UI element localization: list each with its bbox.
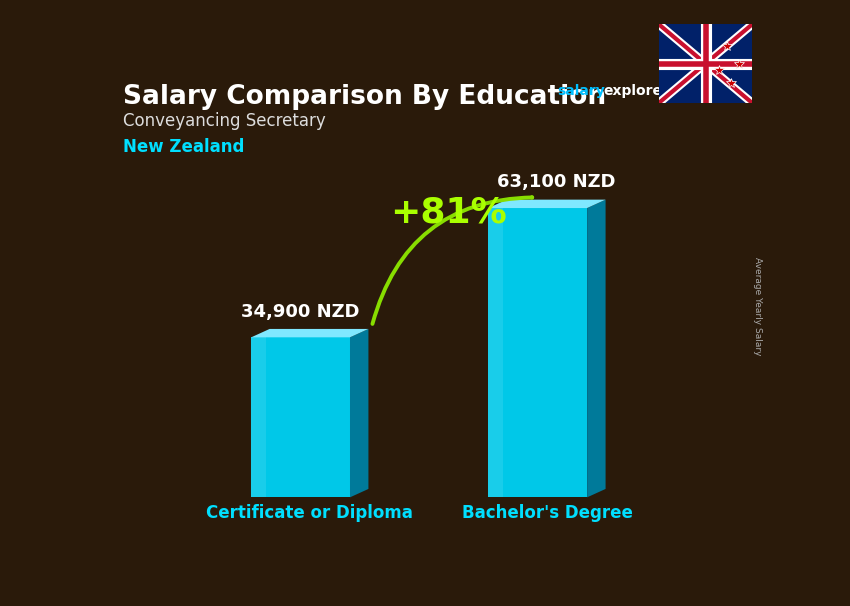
Polygon shape [252,338,350,498]
Polygon shape [659,24,752,103]
Text: Certificate or Diploma: Certificate or Diploma [207,504,413,522]
Polygon shape [350,329,368,498]
Polygon shape [252,329,368,338]
Polygon shape [587,199,605,498]
Text: +81%: +81% [390,196,507,230]
FancyArrowPatch shape [372,197,532,324]
Polygon shape [488,208,503,498]
Text: salary: salary [558,84,605,98]
Text: Conveyancing Secretary: Conveyancing Secretary [122,112,326,130]
Text: explorer: explorer [604,84,670,98]
Polygon shape [488,199,605,208]
Text: Bachelor's Degree: Bachelor's Degree [462,504,632,522]
Text: New Zealand: New Zealand [122,138,244,156]
Polygon shape [252,338,266,498]
Text: 34,900 NZD: 34,900 NZD [241,302,360,321]
Text: .com: .com [667,84,705,98]
Text: 63,100 NZD: 63,100 NZD [497,173,615,191]
Text: Average Yearly Salary: Average Yearly Salary [752,257,762,355]
Text: Salary Comparison By Education: Salary Comparison By Education [122,84,606,110]
Polygon shape [488,208,587,498]
